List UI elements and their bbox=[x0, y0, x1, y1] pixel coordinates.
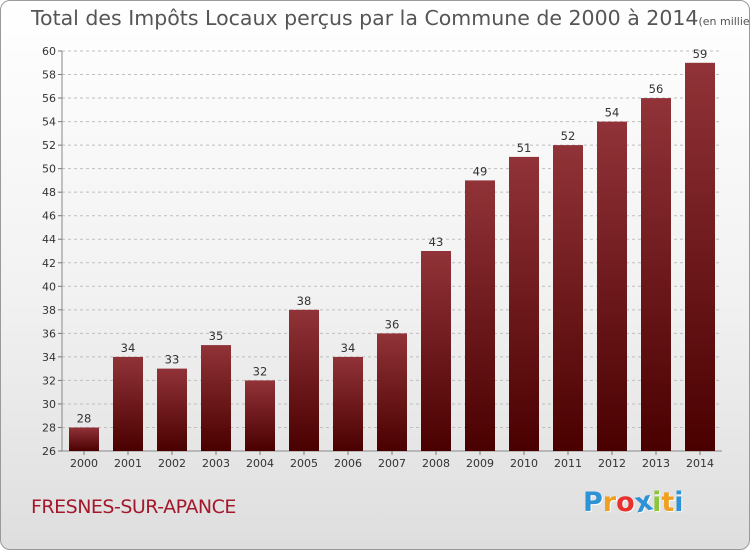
x-tick-label-2002: 2002 bbox=[158, 457, 186, 470]
logo-letter: i bbox=[652, 487, 662, 518]
bar-2007 bbox=[377, 333, 407, 451]
y-tick-label: 46 bbox=[42, 210, 56, 223]
y-tick-label: 38 bbox=[42, 304, 56, 317]
y-tick-label: 32 bbox=[42, 374, 56, 387]
proxiti-logo[interactable]: Proxiti bbox=[583, 486, 684, 520]
x-tick-label-2008: 2008 bbox=[422, 457, 450, 470]
data-label-2012: 54 bbox=[605, 106, 620, 120]
y-tick-label: 44 bbox=[42, 233, 56, 246]
data-label-2011: 52 bbox=[561, 129, 576, 143]
data-labels: 28 34 33 35 32 38 34 36 43 49 51 52 54 56 59 bbox=[77, 47, 708, 426]
y-tick-label: 48 bbox=[42, 186, 56, 199]
x-tick-label-2000: 2000 bbox=[70, 457, 98, 470]
x-tick-label-2010: 2010 bbox=[510, 457, 538, 470]
data-label-2004: 32 bbox=[253, 364, 268, 378]
bar-2010 bbox=[509, 156, 539, 451]
x-tick-label-2006: 2006 bbox=[334, 457, 362, 470]
data-label-2014: 59 bbox=[693, 47, 708, 61]
y-tick-label: 28 bbox=[42, 421, 56, 434]
x-tick-label-2004: 2004 bbox=[246, 457, 274, 470]
title-unit: (en milliers d'€) bbox=[698, 15, 750, 28]
data-label-2008: 43 bbox=[429, 235, 444, 249]
y-tick-label: 36 bbox=[42, 327, 56, 340]
y-tick-label: 60 bbox=[42, 45, 56, 58]
data-label-2005: 38 bbox=[297, 294, 312, 308]
bar-2001 bbox=[113, 356, 143, 451]
logo-letter: o bbox=[616, 487, 635, 518]
bar-2006 bbox=[333, 356, 363, 451]
x-tick-label-2005: 2005 bbox=[290, 457, 318, 470]
bar-2002 bbox=[157, 368, 187, 451]
data-label-2006: 34 bbox=[341, 341, 356, 355]
bar-2009 bbox=[465, 180, 495, 451]
chart-title: Total des Impôts Locaux perçus par la Co… bbox=[31, 6, 750, 30]
data-label-2003: 35 bbox=[209, 329, 224, 343]
y-tick-label: 52 bbox=[42, 139, 56, 152]
bar-2000 bbox=[69, 427, 99, 451]
commune-name: FRESNES-SUR-APANCE bbox=[31, 496, 236, 518]
bar-2013 bbox=[641, 98, 671, 451]
y-tick-label: 58 bbox=[42, 69, 56, 82]
x-tick-label-2001: 2001 bbox=[114, 457, 142, 470]
bar-2005 bbox=[289, 309, 319, 451]
x-tick-label-2003: 2003 bbox=[202, 457, 230, 470]
data-label-2013: 56 bbox=[649, 82, 664, 96]
x-tick-label-2007: 2007 bbox=[378, 457, 406, 470]
logo-letter: i bbox=[674, 487, 684, 518]
data-label-2009: 49 bbox=[473, 164, 488, 178]
data-label-2000: 28 bbox=[77, 412, 92, 426]
x-tick-label-2014: 2014 bbox=[686, 457, 714, 470]
x-tick-label-2013: 2013 bbox=[642, 457, 670, 470]
y-tick-label: 42 bbox=[42, 257, 56, 270]
data-label-2007: 36 bbox=[385, 317, 400, 331]
bar-2014 bbox=[685, 62, 715, 452]
y-tick-label: 50 bbox=[42, 163, 56, 176]
x-tick-label-2009: 2009 bbox=[466, 457, 494, 470]
x-tick-label-2011: 2011 bbox=[554, 457, 582, 470]
x-tick-label-2012: 2012 bbox=[598, 457, 626, 470]
bar-2011 bbox=[553, 145, 583, 451]
axes: 26 28 30 32 34 36 38 40 42 44 46 48 50 52 54 56 58 60 2000… bbox=[42, 45, 722, 470]
data-label-2001: 34 bbox=[121, 341, 136, 355]
logo-letter: r bbox=[602, 487, 617, 518]
y-tick-label: 54 bbox=[42, 116, 56, 129]
y-tick-label: 34 bbox=[42, 351, 56, 364]
bars bbox=[69, 62, 715, 452]
title-text: Total des Impôts Locaux perçus par la Co… bbox=[31, 6, 699, 30]
y-tick-label: 56 bbox=[42, 92, 56, 105]
data-label-2010: 51 bbox=[517, 141, 532, 155]
y-tick-label: 26 bbox=[42, 445, 56, 458]
y-tick-label: 40 bbox=[42, 280, 56, 293]
logo-letter: P bbox=[583, 487, 603, 518]
bar-2008 bbox=[421, 251, 451, 451]
bar-2004 bbox=[245, 380, 275, 451]
y-tick-label: 30 bbox=[42, 398, 56, 411]
bar-2012 bbox=[597, 121, 627, 451]
data-label-2002: 33 bbox=[165, 353, 180, 367]
logo-letter: t bbox=[661, 487, 675, 518]
bar-2003 bbox=[201, 345, 231, 451]
